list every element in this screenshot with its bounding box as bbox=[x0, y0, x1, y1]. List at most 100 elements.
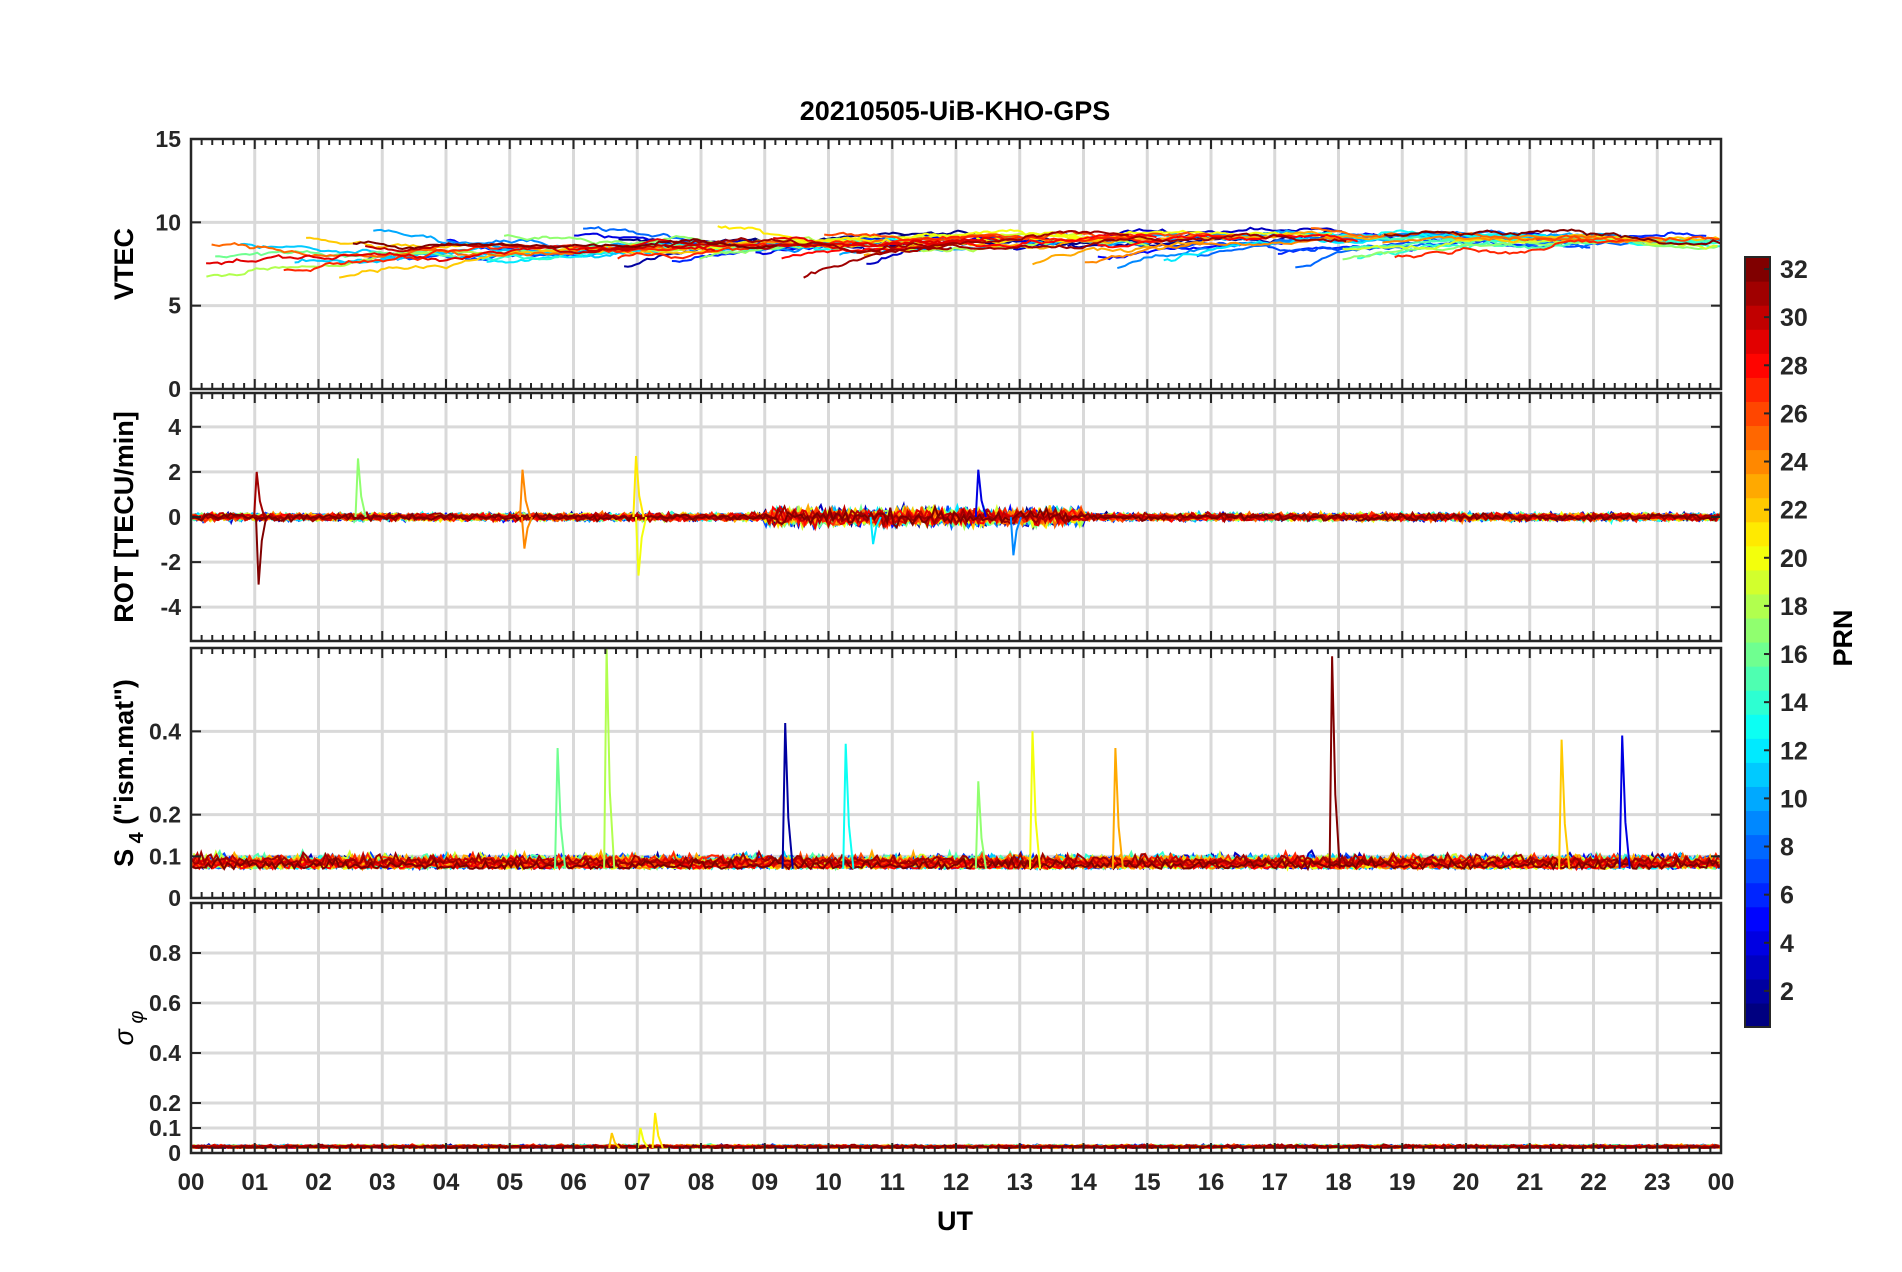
s4-y-tick-label: 0 bbox=[168, 885, 181, 911]
spike-8 bbox=[1009, 516, 1022, 556]
colorbar-tick-label: 4 bbox=[1780, 930, 1794, 958]
colorbar-segment bbox=[1745, 1002, 1770, 1028]
colorbar-segment bbox=[1745, 569, 1770, 595]
x-tick-label: 05 bbox=[496, 1169, 523, 1196]
x-tick-label: 00 bbox=[1708, 1169, 1735, 1196]
x-tick-label: 15 bbox=[1134, 1169, 1161, 1196]
rot-ticks bbox=[190, 393, 1722, 641]
colorbar-segment bbox=[1745, 666, 1770, 691]
rot-y-tick-label: 4 bbox=[168, 414, 181, 440]
spike-1 bbox=[603, 648, 616, 869]
sigma-phi-panel: 00.10.2 0.4 0.6 0.8 σ φ bbox=[109, 901, 1723, 1166]
x-tick-label: 08 bbox=[688, 1169, 715, 1196]
spike-8 bbox=[1558, 739, 1571, 869]
colorbar-tick-label: 8 bbox=[1780, 834, 1794, 862]
series-prn-32 bbox=[192, 503, 1720, 530]
spike-9 bbox=[869, 516, 882, 545]
spike-0 bbox=[253, 471, 266, 518]
colorbar-tick-label: 24 bbox=[1780, 449, 1808, 477]
x-tick-label: 10 bbox=[815, 1169, 842, 1196]
rot-y-axis-label: ROT [TECU/min] bbox=[109, 411, 139, 622]
colorbar-tick-label: 18 bbox=[1780, 593, 1808, 621]
colorbar-segment bbox=[1745, 714, 1770, 739]
series-prn-31 bbox=[191, 849, 1719, 867]
sigma-y-tick-label: 0.6 bbox=[149, 990, 181, 1016]
vtec-y-tick-label: 0 bbox=[168, 376, 181, 402]
vtec-grid bbox=[191, 139, 1721, 389]
series-prn-30 bbox=[191, 850, 1719, 868]
spike-3 bbox=[519, 469, 532, 518]
x-tick-label: 14 bbox=[1070, 1169, 1097, 1196]
vtec-series bbox=[206, 225, 1721, 279]
x-tick-label: 20 bbox=[1453, 1169, 1480, 1196]
x-tick-label: 03 bbox=[369, 1169, 396, 1196]
x-tick-label: 17 bbox=[1261, 1169, 1288, 1196]
spike-1 bbox=[636, 1127, 649, 1149]
x-tick-label: 12 bbox=[943, 1169, 970, 1196]
colorbar-tick-label: 12 bbox=[1780, 737, 1808, 765]
colorbar-segment bbox=[1745, 954, 1770, 980]
series-prn-31 bbox=[664, 229, 1347, 279]
colorbar-tick-label: 10 bbox=[1780, 785, 1808, 813]
s4-ticks bbox=[190, 648, 1722, 899]
series-prn-32 bbox=[352, 228, 1721, 251]
x-axis-tick-labels: 00 01 02 03 04 05 06 07 08 09 10 11 12 13 14 15 16 17 18 19… bbox=[178, 1169, 1735, 1196]
x-tick-label: 16 bbox=[1198, 1169, 1225, 1196]
x-tick-label: 06 bbox=[560, 1169, 587, 1196]
s4-y-tick-label: 0.2 bbox=[149, 802, 181, 828]
colorbar-tick-label: 30 bbox=[1780, 304, 1808, 332]
s4-series bbox=[191, 648, 1721, 872]
colorbar-tick-label: 20 bbox=[1780, 545, 1808, 573]
colorbar-tick-label: 6 bbox=[1780, 882, 1794, 910]
x-tick-label: 01 bbox=[241, 1169, 268, 1196]
spike-4 bbox=[974, 781, 987, 869]
colorbar-tick-label: 16 bbox=[1780, 641, 1808, 669]
colorbar-segment bbox=[1745, 377, 1770, 402]
colorbar-segment bbox=[1745, 281, 1770, 306]
colorbar-segment bbox=[1745, 762, 1770, 787]
rot-y-tick-label: -2 bbox=[161, 549, 181, 575]
spike-6 bbox=[635, 516, 648, 576]
rot-y-tick-label: 0 bbox=[168, 504, 181, 530]
sigma-grid bbox=[191, 903, 1721, 1153]
colorbar-tick-label: 26 bbox=[1780, 400, 1808, 428]
spike-0 bbox=[554, 747, 567, 869]
spike-5 bbox=[1029, 731, 1042, 869]
sigma-y-tick-label: 0.1 bbox=[149, 1115, 181, 1141]
colorbar-segment bbox=[1745, 521, 1770, 547]
x-tick-label: 21 bbox=[1516, 1169, 1543, 1196]
x-tick-label: 11 bbox=[880, 1169, 905, 1196]
s4-y-tick-label: 0.4 bbox=[149, 718, 181, 744]
sigma-y-axis-label: σ φ bbox=[109, 1011, 148, 1046]
vtec-ticks bbox=[190, 138, 1722, 390]
sigma-y-tick-label: 0.4 bbox=[149, 1040, 181, 1066]
vtec-y-tick-label: 15 bbox=[155, 126, 181, 152]
vtec-y-tick-label: 5 bbox=[168, 293, 181, 319]
rot-panel: -4 -2 0 2 4 ROT [TECU/min] bbox=[109, 391, 1723, 643]
colorbar-frame bbox=[1744, 256, 1771, 1028]
x-tick-label: 23 bbox=[1644, 1169, 1671, 1196]
colorbar-segment bbox=[1745, 473, 1770, 499]
spike-7 bbox=[974, 469, 987, 518]
spike-2 bbox=[781, 722, 794, 869]
colorbar-tick-label: 22 bbox=[1780, 497, 1808, 525]
colorbar-segment bbox=[1745, 425, 1770, 451]
sigma-y-tick-label: 0 bbox=[168, 1140, 181, 1166]
colorbar-segment bbox=[1745, 329, 1770, 354]
spike-6 bbox=[1111, 747, 1124, 869]
series-prn-32 bbox=[191, 855, 1720, 872]
rot-series bbox=[191, 456, 1721, 585]
colorbar-tick-label: 28 bbox=[1780, 352, 1808, 380]
colorbar-segment bbox=[1745, 858, 1770, 884]
colorbar-tick-label: 14 bbox=[1780, 689, 1808, 717]
colorbar-tick-label: 2 bbox=[1780, 978, 1794, 1006]
colorbar-tick-label: 32 bbox=[1780, 256, 1808, 284]
sigma-y-tick-label: 0.8 bbox=[149, 940, 181, 966]
colorbar-segment bbox=[1745, 810, 1770, 836]
x-tick-label: 00 bbox=[178, 1169, 205, 1196]
rot-y-tick-label: 2 bbox=[168, 459, 181, 485]
spike-7 bbox=[1328, 656, 1341, 869]
sigma-ticks bbox=[190, 903, 1722, 1154]
x-tick-label: 13 bbox=[1006, 1169, 1033, 1196]
